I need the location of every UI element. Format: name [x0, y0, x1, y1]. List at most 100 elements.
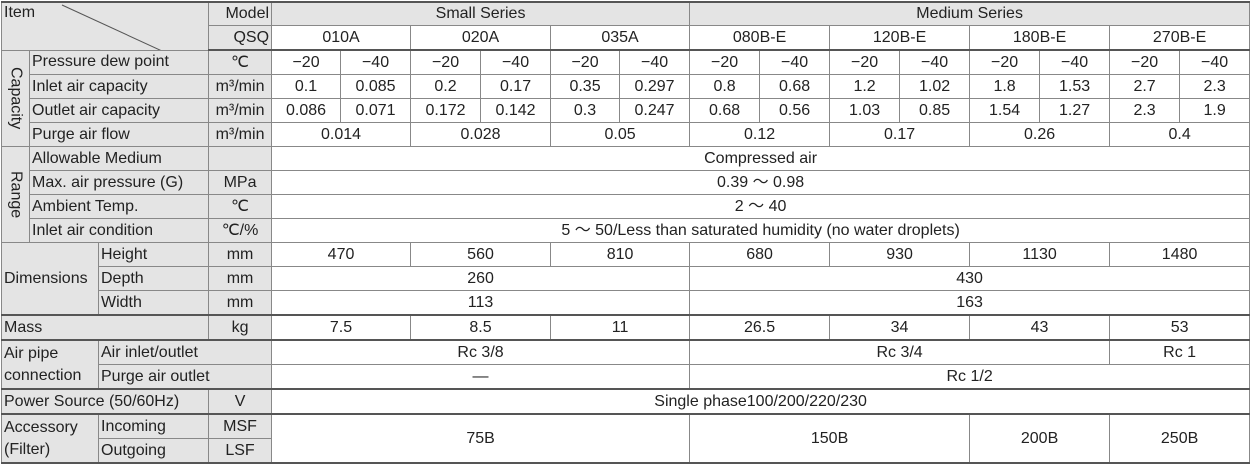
value-cell: 0.014: [271, 122, 412, 147]
table-row: Mass kg 7.5 8.5 11 26.5 34 43 53: [0, 314, 1250, 341]
value-cell: 810: [550, 242, 691, 267]
diagonal: [61, 4, 159, 49]
table-row: Capacity Pressure dew point ℃ −20 −40 −20 −40…: [1, 49, 1250, 147]
value-cell: 1.02: [899, 74, 971, 99]
value-cell: 0.35: [550, 74, 621, 99]
table-row: Inlet air capacity m³/min 0.1 0.085 0.2 0.17…: [2, 74, 1250, 99]
row-label: Incoming: [97, 413, 210, 439]
header-cell: QSQ: [208, 25, 273, 51]
value-cell: −20: [550, 49, 621, 75]
value-cell: 200B: [969, 413, 1111, 464]
value-cell: 0.247: [619, 98, 691, 123]
value-cell: 1480: [1109, 242, 1250, 267]
unit-cell: mm: [208, 266, 273, 291]
cell: Item: [0, 1, 210, 51]
row-label: Ambient Temp.: [28, 194, 210, 219]
value-cell: 0.4: [1109, 122, 1250, 147]
row-label: Air inlet/outlet: [97, 339, 273, 365]
group-label: Range: [1, 146, 30, 243]
value-cell: 1.8: [969, 74, 1041, 99]
unit-cell: ℃: [208, 194, 273, 219]
unit-cell: V: [208, 388, 273, 415]
value-cell: −40: [759, 49, 831, 75]
value-cell: Rc 1/2: [689, 364, 1250, 390]
cell: [208, 146, 273, 171]
unit-cell: m³/min: [208, 122, 273, 147]
value-cell: 0.086: [271, 98, 342, 123]
value-cell: 0.85: [899, 98, 971, 123]
table-row: Air pipe connection Air inlet/outlet Rc 3…: [1, 339, 1250, 390]
header-cell: 080B-E: [689, 25, 831, 51]
item-label: Item: [4, 4, 36, 21]
table-row: Ambient Temp. ℃ 2 ～ 40: [2, 194, 1250, 219]
group-label: Dimensions: [1, 242, 99, 316]
value-cell: 0.56: [759, 98, 831, 123]
value-cell: Rc 3/4: [689, 339, 1111, 365]
table-row: Range Allowable Medium Compressed air: [1, 146, 1250, 243]
header-cell: 120B-E: [829, 25, 971, 51]
unit-cell: ℃/%: [208, 218, 273, 243]
table-row: Purge air flow m³/min 0.014 0.028 0.05 0.12 0…: [2, 122, 1250, 147]
value-cell: 2.3: [1179, 74, 1250, 99]
value-cell: −20: [271, 49, 342, 75]
table-row: Accessory (Filter) Incoming MSF 75B 150B 200…: [1, 413, 1250, 464]
value-cell: 680: [689, 242, 831, 267]
table-row: Inlet air condition ℃/% 5 ～ 50/Less than s…: [2, 218, 1250, 243]
row-label: Purge air flow: [28, 122, 210, 147]
value-cell: −40: [480, 49, 552, 75]
row-label: Inlet air condition: [28, 218, 210, 243]
value-cell: Compressed air: [271, 146, 1250, 171]
value-cell: 1.53: [1039, 74, 1111, 99]
value-cell: 1.27: [1039, 98, 1111, 123]
unit-cell: m³/min: [208, 98, 273, 123]
row-label: Depth: [97, 266, 210, 291]
table-row: Item Model Small Series Medium Series: [0, 1, 1250, 51]
unit-cell: kg: [208, 314, 273, 341]
value-cell: 113: [271, 290, 691, 316]
value-cell: −40: [340, 49, 412, 75]
value-cell: 0.071: [340, 98, 412, 123]
row-label: Width: [97, 290, 210, 316]
value-cell: 1.2: [829, 74, 901, 99]
value-cell: −40: [1039, 49, 1111, 75]
value-cell: 430: [689, 266, 1250, 291]
value-cell: 26.5: [689, 314, 831, 341]
table-row: Purge air outlet — Rc 1/2: [2, 364, 1250, 390]
value-cell: 0.8: [689, 74, 761, 99]
header-cell: 010A: [271, 25, 412, 51]
value-cell: −20: [689, 49, 761, 75]
value-cell: 1.9: [1179, 98, 1250, 123]
row-label: Purge air outlet: [97, 364, 273, 390]
value-cell: 560: [410, 242, 552, 267]
table-row: Power Source (50/60Hz) V Single phase100/2…: [0, 388, 1250, 415]
value-cell: 1.54: [969, 98, 1041, 123]
group-label: Accessory (Filter): [1, 413, 99, 464]
value-cell: −40: [619, 49, 691, 75]
table-row: Width mm 113 163: [2, 290, 1250, 316]
value-cell: 930: [829, 242, 971, 267]
header-cell: Medium Series: [689, 1, 1250, 26]
row-label: Mass: [0, 314, 210, 341]
row-label: Outgoing: [97, 438, 210, 464]
row-label: Outlet air capacity: [28, 98, 210, 123]
value-cell: 163: [689, 290, 1250, 316]
value-cell: 0.028: [410, 122, 552, 147]
table-row: QSQ 010A 020A 035A 080B-E 120B-E 180B-E 270B-E: [2, 25, 1250, 51]
value-cell: 0.297: [619, 74, 691, 99]
header-cell: 270B-E: [1109, 25, 1250, 51]
value-cell: 260: [271, 266, 691, 291]
value-cell: 2.7: [1109, 74, 1181, 99]
value-cell: 34: [829, 314, 971, 341]
value-cell: 0.3: [550, 98, 621, 123]
value-cell: −40: [1179, 49, 1250, 75]
value-cell: 250B: [1109, 413, 1250, 464]
row-label: Allowable Medium: [28, 146, 210, 171]
row-label: Inlet air capacity: [28, 74, 210, 99]
unit-cell: ℃: [208, 49, 273, 75]
value-cell: 0.1: [271, 74, 342, 99]
value-cell: −40: [899, 49, 971, 75]
value-cell: 0.17: [480, 74, 552, 99]
value-cell: —: [271, 364, 691, 390]
value-cell: 0.12: [689, 122, 831, 147]
